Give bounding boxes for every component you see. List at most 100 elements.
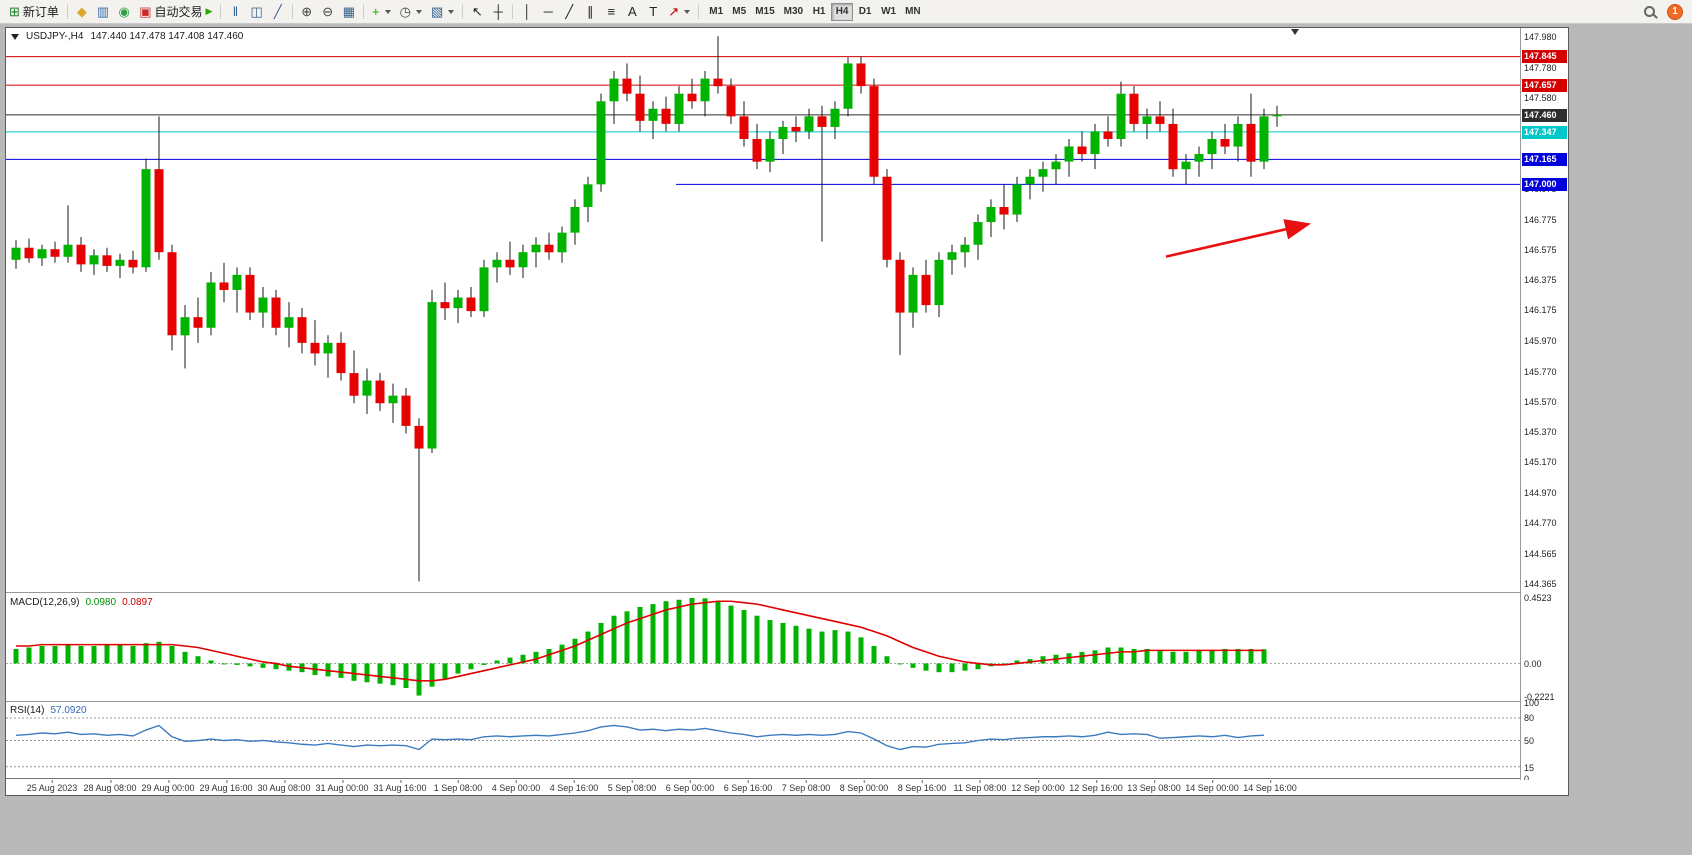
rsi-axis-label: 80 [1524,713,1535,724]
text-icon: A [627,4,637,19]
time-axis-label: 8 Sep 16:00 [897,780,947,793]
indicators-button[interactable]: + [368,2,395,22]
toolbar-right-group: 1 [1639,2,1687,22]
metaeditor-icon: ◆ [76,4,87,19]
price-axis-label: 146.175 [1524,305,1557,316]
market-watch-button[interactable]: ▥ [93,2,113,22]
toolbar-separator [220,4,222,19]
chart-shift-marker[interactable] [1291,29,1299,35]
time-axis-label: 8 Sep 00:00 [839,780,889,793]
macd-label: MACD(12,26,9) [10,597,80,608]
candlestick-chart-button[interactable]: ◫ [246,2,266,22]
arrows-button[interactable]: ↗ [664,2,694,22]
macd-pane[interactable]: MACD(12,26,9) 0.0980 0.0897 [6,594,1520,702]
new-order-button[interactable]: ⊞ 新订单 [5,2,63,22]
candlestick-chart-icon: ◫ [250,4,263,19]
timeframe-m1[interactable]: M1 [705,3,727,21]
toolbar-separator [66,4,68,19]
toolbar-separator [462,4,464,19]
market-watch-icon: ▥ [96,4,110,19]
toolbar-separator [363,4,365,19]
macd-signal-value: 0.0897 [122,597,153,608]
rsi-axis-label: 15 [1524,762,1535,773]
autotrading-button[interactable]: ▣ 自动交易 ▶ [135,2,216,22]
horizontal-line-button[interactable]: ─ [538,2,558,22]
timeframe-h4[interactable]: H4 [831,2,854,21]
arrow-icon: ↗ [668,4,680,19]
time-axis-label: 31 Aug 00:00 [315,780,369,793]
macd-axis-label: -0.2221 [1524,691,1555,702]
symbol-period: USDJPY-,H4 [26,31,84,42]
macd-axis-label: 0.4523 [1524,593,1552,603]
vertical-line-button[interactable]: │ [517,2,537,22]
text-label-button[interactable]: T [643,2,663,22]
crosshair-icon: ┼ [493,4,503,19]
price-axis-label: 145.170 [1524,457,1557,468]
timeframe-toolbar: M1 M5 M15 M30 H1 H4 D1 W1 MN [705,2,925,21]
rsi-pane[interactable]: RSI(14) 57.0920 [6,703,1520,779]
time-axis-label: 14 Sep 16:00 [1243,780,1297,793]
time-axis-label: 4 Sep 00:00 [491,780,541,793]
tile-windows-button[interactable]: ▦ [339,2,359,22]
time-axis-label: 12 Sep 16:00 [1069,780,1123,793]
time-axis-label: 29 Aug 00:00 [141,780,195,793]
timeframe-m30[interactable]: M30 [780,3,807,21]
price-badge: 147.845 [1522,50,1567,64]
timeframe-mn[interactable]: MN [901,3,925,21]
price-axis-label: 145.770 [1524,366,1557,377]
main-chart-pane[interactable]: USDJPY-,H4 147.440 147.478 147.408 147.4… [6,28,1520,593]
price-axis-label: 144.770 [1524,517,1557,528]
macd-label-row: MACD(12,26,9) 0.0980 0.0897 [10,597,153,608]
chevron-down-icon [684,9,691,14]
text-button[interactable]: A [622,2,642,22]
search-icon [1643,6,1655,17]
trendline-button[interactable]: ╱ [559,2,579,22]
time-axis-label: 11 Sep 08:00 [953,780,1007,793]
price-axis-label: 147.580 [1524,92,1557,103]
one-click-trading-toggle[interactable] [11,33,19,40]
price-badge: 147.657 [1522,78,1567,92]
price-axis-label: 146.575 [1524,244,1557,255]
fibonacci-button[interactable]: ≡ [601,2,621,22]
timeframe-h1[interactable]: H1 [808,3,830,21]
rsi-axis-label: 0 [1524,774,1530,784]
price-axis-label: 144.970 [1524,487,1557,498]
price-scale[interactable]: 147.980147.780147.580146.975146.775146.5… [1520,28,1568,784]
line-chart-button[interactable]: ╱ [268,2,288,22]
timeframe-d1[interactable]: D1 [854,3,876,21]
time-axis-label: 25 Aug 2023 [26,780,78,793]
chevron-down-icon [384,9,391,14]
notification-badge[interactable]: 1 [1667,3,1683,20]
autotrading-icon: ▣ [139,4,152,19]
channel-button[interactable]: ∥ [580,2,600,22]
time-axis-label: 1 Sep 08:00 [433,780,483,793]
search-button[interactable] [1639,2,1659,22]
rsi-value: 57.0920 [50,705,87,716]
zoom-in-button[interactable]: ⊕ [297,2,317,22]
time-axis-label: 31 Aug 16:00 [373,780,427,793]
rsi-axis-label: 50 [1524,736,1535,746]
templates-button[interactable]: ▧ [427,2,458,22]
crosshair-button[interactable]: ┼ [488,2,508,22]
macd-main-value: 0.0980 [85,597,117,608]
mql5-community-button[interactable]: ◉ [114,2,134,22]
macd-axis-label: 0.00 [1524,659,1542,670]
periods-button[interactable]: ◷ [396,2,426,22]
cursor-icon: ↖ [471,4,483,19]
time-axis[interactable]: 25 Aug 2023 28 Aug 08:00 29 Aug 00:00 29 Au… [6,780,1568,795]
time-axis-label: 5 Sep 08:00 [607,780,657,793]
zoom-out-button[interactable]: ⊖ [318,2,338,22]
indicators-icon: + [372,4,380,19]
timeframe-w1[interactable]: W1 [877,3,900,21]
bar-chart-button[interactable]: ‖ [225,2,245,22]
price-badge: 147.165 [1522,153,1567,167]
timeframe-m5[interactable]: M5 [728,3,750,21]
price-axis-label: 147.780 [1524,62,1557,73]
fibonacci-icon: ≡ [607,4,616,19]
metaeditor-button[interactable]: ◆ [72,2,92,22]
timeframe-m15[interactable]: M15 [751,3,778,21]
time-axis-label: 7 Sep 08:00 [781,780,831,793]
cursor-button[interactable]: ↖ [467,2,487,22]
price-axis-label: 144.565 [1524,548,1557,559]
price-badge: 147.460 [1522,108,1567,122]
